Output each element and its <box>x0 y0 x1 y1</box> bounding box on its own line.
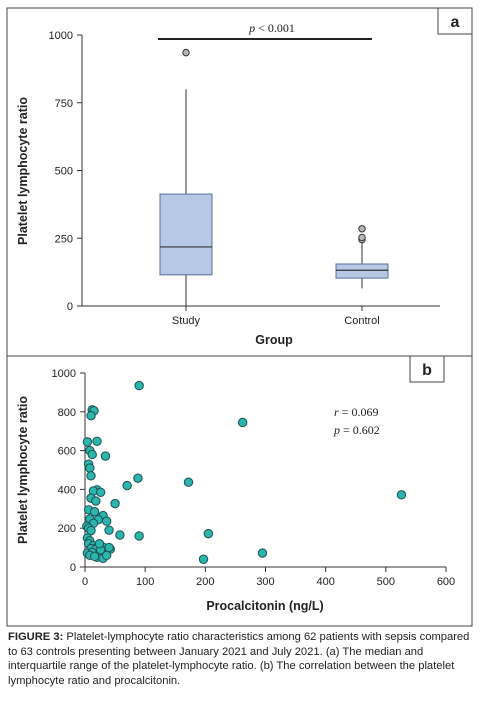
outlier-point <box>358 233 366 242</box>
scatter-point <box>237 417 248 428</box>
scatter-point <box>86 525 96 536</box>
scatter-point <box>87 449 97 460</box>
scatter-point <box>104 525 114 535</box>
significance-label: p < 0.001 <box>248 21 295 35</box>
panel-b-scatter: 0 200 400 600 800 1000 0 100 200 300 400 500 600 Plat… <box>16 368 455 613</box>
scatter-point <box>89 507 100 517</box>
x-tick-label: 100 <box>136 576 154 588</box>
scatter-point <box>115 530 125 540</box>
x-tick-label: 500 <box>377 576 395 588</box>
scatter-point <box>203 528 214 539</box>
caption-text: Platelet-lymphocyte ratio characteristic… <box>8 631 470 687</box>
x-tick-label: 0 <box>82 576 88 588</box>
y-tick-label: 0 <box>67 301 73 313</box>
scatter-point <box>86 410 96 421</box>
y-axis-title: Platelet lymphocyte ratio <box>16 97 30 245</box>
x-tick-label: 300 <box>256 576 274 588</box>
scatter-point <box>134 531 144 541</box>
scatter-point <box>94 539 105 549</box>
iqr-box <box>335 263 389 279</box>
caption-label: FIGURE 3: <box>8 631 64 643</box>
panel-a-label: a <box>437 7 473 35</box>
scatter-point <box>396 490 407 500</box>
iqr-box <box>159 193 213 276</box>
y-tick-label: 1000 <box>52 368 76 380</box>
y-tick-label: 200 <box>58 523 76 535</box>
scatter-point <box>110 498 120 509</box>
y-tick-label: 250 <box>55 233 73 245</box>
x-tick-label: Study <box>172 315 201 327</box>
x-tick-label: 600 <box>437 576 455 588</box>
x-tick-label: 200 <box>196 576 214 588</box>
panel-b-label: b <box>409 355 445 383</box>
scatter-point <box>134 380 144 391</box>
panel-a-boxplot: 0 250 500 750 1000 Platelet lymphocyte ratio G… <box>16 21 440 347</box>
y-tick-label: 600 <box>58 446 76 458</box>
svg-text:b: b <box>422 362 432 379</box>
panel-a-frame <box>6 7 473 357</box>
scatter-point <box>95 487 106 498</box>
y-tick-label: 0 <box>70 562 76 574</box>
scatter-point <box>183 477 194 487</box>
scatter-point <box>122 480 132 491</box>
scatter-point <box>82 437 93 447</box>
outlier-point <box>182 48 190 57</box>
y-axis-title: Platelet lymphocyte ratio <box>16 396 30 544</box>
scatter-point <box>100 451 111 461</box>
scatter-point <box>86 471 96 481</box>
x-tick-label: 400 <box>316 576 334 588</box>
x-axis-title: Procalcitonin (ng/L) <box>206 599 323 613</box>
scatter-point <box>101 550 112 561</box>
panel-b-frame <box>6 355 473 627</box>
scatter-point <box>92 436 102 446</box>
x-axis-title: Group <box>255 333 293 347</box>
figure-caption: FIGURE 3: Platelet-lymphocyte ratio char… <box>8 630 480 688</box>
y-tick-label: 400 <box>58 484 76 496</box>
y-tick-label: 800 <box>58 407 76 419</box>
scatter-point <box>91 496 101 506</box>
correlation-p-label: p = 0.602 <box>333 423 380 437</box>
scatter-point <box>89 551 100 562</box>
scatter-point <box>133 473 143 483</box>
svg-text:a: a <box>451 14 460 31</box>
outlier-point <box>358 225 366 233</box>
y-tick-label: 750 <box>55 98 73 110</box>
correlation-r-label: r = 0.069 <box>334 405 378 419</box>
scatter-point <box>198 554 209 564</box>
y-tick-label: 500 <box>55 166 73 178</box>
x-tick-label: Control <box>344 315 379 327</box>
scatter-point <box>257 548 268 558</box>
scatter-point <box>101 516 112 526</box>
y-tick-label: 1000 <box>49 30 73 42</box>
scatter-point <box>104 542 114 553</box>
scatter-point <box>85 463 95 473</box>
